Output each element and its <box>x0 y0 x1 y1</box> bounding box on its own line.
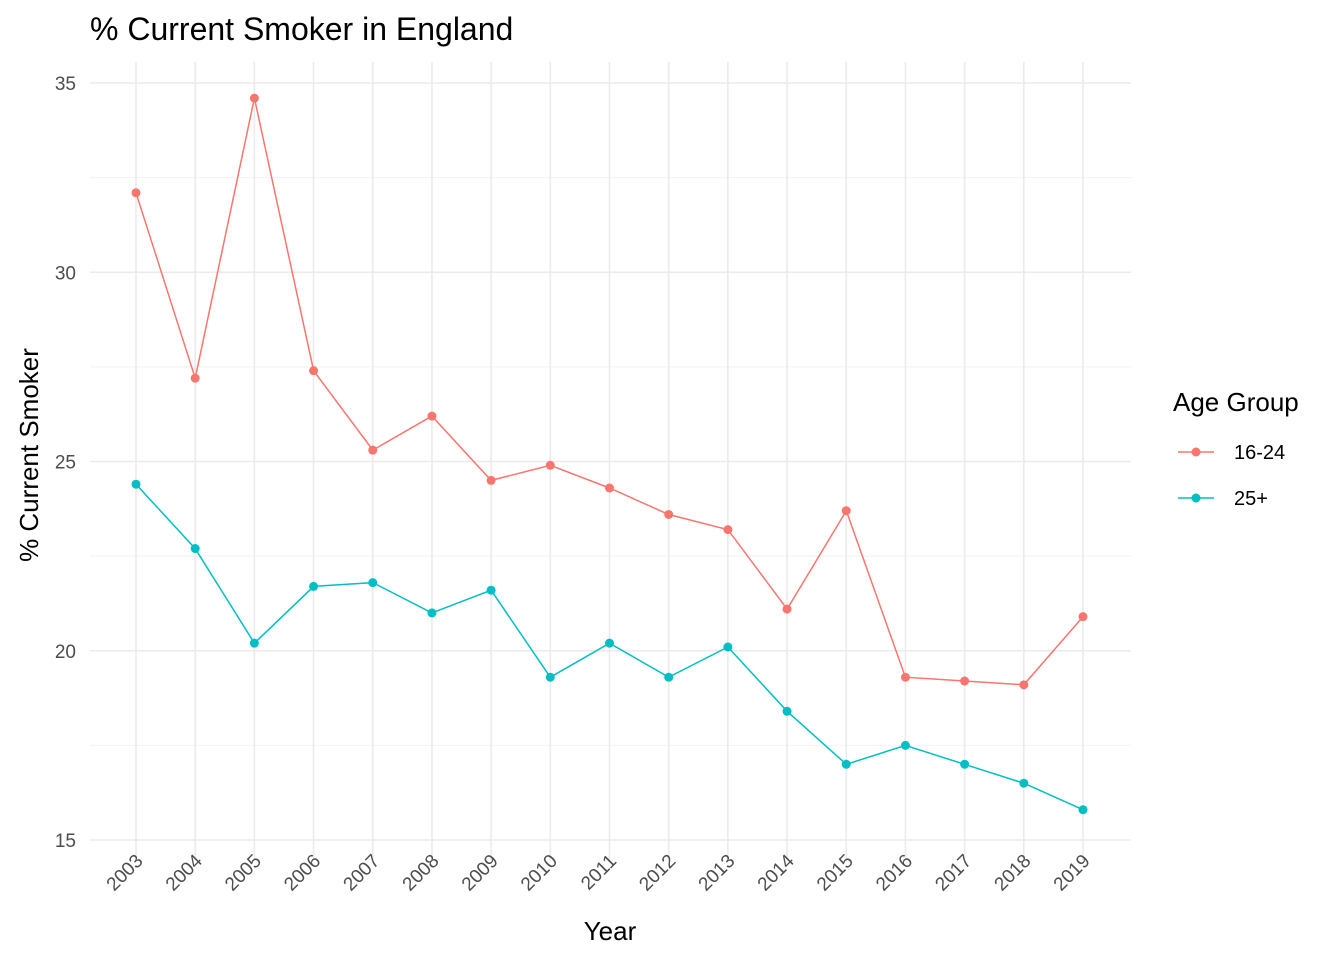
data-point-16-24 <box>900 672 910 682</box>
x-tick-label: 2012 <box>635 851 680 896</box>
data-point-16-24 <box>1078 612 1088 622</box>
chart-title: % Current Smoker in England <box>90 11 513 47</box>
data-point-25+ <box>1078 805 1088 815</box>
legend-key-point <box>1191 493 1201 503</box>
data-point-25+ <box>723 642 733 652</box>
x-tick-label: 2006 <box>280 851 325 896</box>
data-point-25+ <box>605 638 614 648</box>
y-axis-title: % Current Smoker <box>14 348 44 562</box>
y-axis: 15 20 25 30 35 <box>55 74 76 852</box>
legend-item-16-24: 16-24 <box>1178 442 1285 464</box>
legend-label: 25+ <box>1234 488 1268 510</box>
data-point-25+ <box>309 581 319 591</box>
x-tick-label: 2004 <box>162 850 207 895</box>
x-tick-label: 2011 <box>577 851 621 895</box>
x-tick-label: 2019 <box>1050 851 1095 896</box>
data-point-25+ <box>249 638 259 648</box>
x-tick-label: 2017 <box>931 851 976 896</box>
data-point-16-24 <box>1019 680 1029 690</box>
data-point-16-24 <box>190 373 200 383</box>
legend-label: 16-24 <box>1234 442 1285 464</box>
data-point-16-24 <box>368 445 378 455</box>
x-tick-label: 2008 <box>399 851 444 896</box>
data-point-25+ <box>368 578 378 588</box>
data-point-25+ <box>960 759 970 769</box>
data-point-16-24 <box>486 475 496 485</box>
x-tick-label: 2009 <box>458 851 503 896</box>
data-point-16-24 <box>960 676 970 686</box>
legend: Age Group 16-24 25+ <box>1173 387 1299 510</box>
y-tick-label: 15 <box>55 831 76 852</box>
x-tick-label: 2014 <box>754 850 799 895</box>
legend-item-25plus: 25+ <box>1178 488 1268 510</box>
x-tick-label: 2018 <box>991 851 1036 896</box>
x-axis: 2003 2004 2005 2006 2007 2008 2009 2010 2011 2012… <box>103 850 1095 895</box>
y-tick-label: 35 <box>55 74 76 95</box>
data-point-25+ <box>900 740 910 750</box>
data-point-16-24 <box>664 509 674 519</box>
series-layer <box>131 93 1088 815</box>
data-point-25+ <box>486 585 496 595</box>
data-point-25+ <box>131 479 141 489</box>
data-point-25+ <box>664 672 674 682</box>
data-point-16-24 <box>605 483 614 493</box>
x-tick-label: 2005 <box>221 851 266 896</box>
x-tick-label: 2003 <box>103 851 148 896</box>
y-tick-label: 25 <box>55 453 76 474</box>
data-point-16-24 <box>249 93 259 103</box>
data-point-25+ <box>427 608 437 618</box>
data-point-16-24 <box>841 506 851 516</box>
data-point-25+ <box>190 544 200 554</box>
data-point-16-24 <box>782 604 792 614</box>
x-tick-label: 2010 <box>517 851 562 896</box>
x-tick-label: 2013 <box>695 851 740 896</box>
grid-minor <box>90 177 1131 746</box>
x-tick-label: 2016 <box>872 851 917 896</box>
data-point-25+ <box>1019 778 1029 788</box>
legend-key-point <box>1191 447 1201 457</box>
data-point-16-24 <box>131 188 141 198</box>
data-point-25+ <box>841 759 851 769</box>
data-point-16-24 <box>427 411 437 421</box>
y-tick-label: 20 <box>55 642 76 663</box>
data-point-25+ <box>782 706 792 716</box>
x-axis-title: Year <box>584 916 637 946</box>
legend-title: Age Group <box>1173 387 1299 417</box>
x-tick-label: 2015 <box>813 851 858 896</box>
data-point-25+ <box>545 672 555 682</box>
data-point-16-24 <box>309 366 319 376</box>
data-point-16-24 <box>723 525 733 535</box>
data-point-16-24 <box>545 460 555 470</box>
y-tick-label: 30 <box>55 263 76 284</box>
grid-major <box>90 62 1131 860</box>
x-tick-label: 2007 <box>340 851 385 896</box>
